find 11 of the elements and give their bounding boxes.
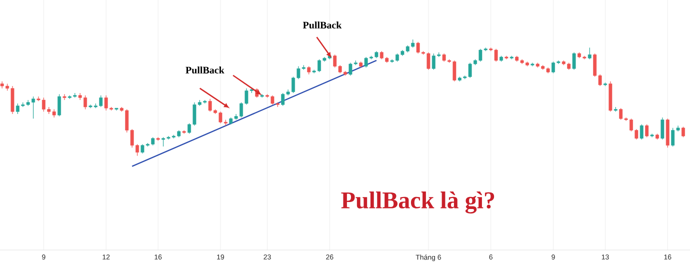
candlestick (682, 126, 685, 138)
candlestick (588, 47, 592, 60)
candlestick (58, 94, 61, 117)
candlestick (645, 124, 649, 138)
candlestick (572, 52, 576, 70)
annotation: PullBack (186, 66, 224, 74)
candlestick (62, 94, 66, 100)
candlestick (640, 124, 644, 140)
text: PullBack là gì? (341, 192, 494, 214)
annotation: PullBack (302, 21, 342, 29)
candlestick (660, 117, 664, 140)
